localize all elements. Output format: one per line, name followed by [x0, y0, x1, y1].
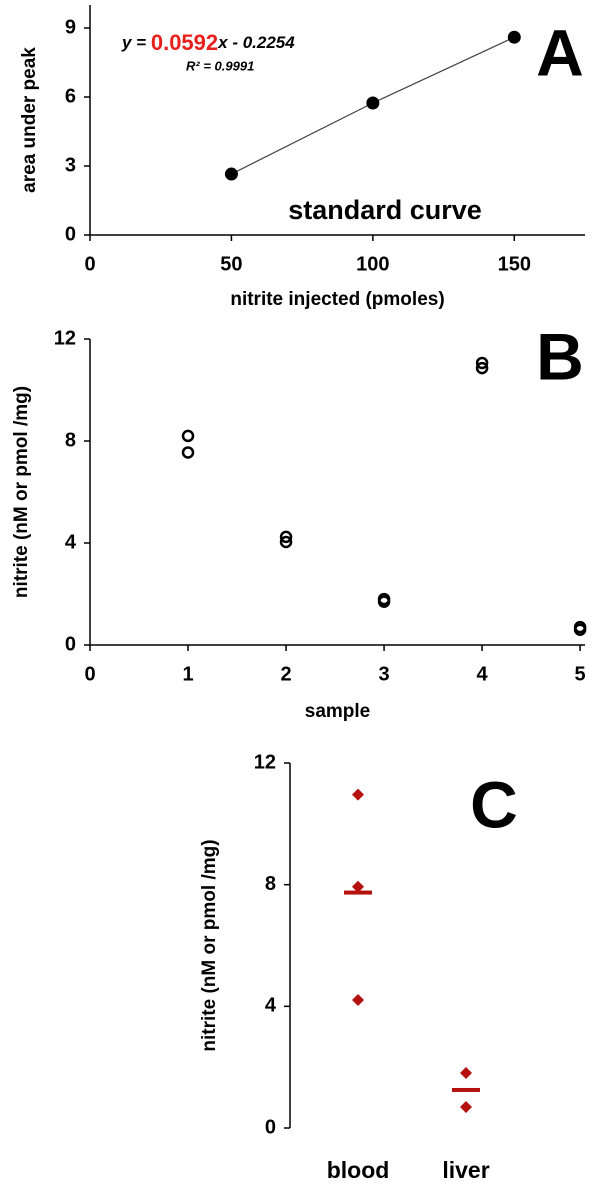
y-axis-title: nitrite (nM or pmol /mg)	[199, 839, 220, 1051]
y-tick-label: 4	[65, 531, 77, 553]
y-axis-title: area under peak	[19, 47, 40, 193]
mean-bar	[452, 1087, 480, 1092]
point	[507, 30, 521, 44]
point	[475, 356, 489, 370]
point	[475, 361, 489, 375]
y-tick-label: 0	[265, 1116, 276, 1138]
point	[224, 167, 238, 181]
y-tick-label: 6	[65, 85, 76, 107]
point	[279, 530, 293, 544]
x-tick-label: 1	[182, 663, 193, 685]
panel-label: A	[536, 15, 584, 89]
x-tick-label: 100	[356, 253, 389, 275]
annotation: standard curve	[288, 195, 482, 225]
point	[279, 535, 293, 549]
x-tick-label: liver	[442, 1157, 489, 1183]
point	[352, 993, 364, 1006]
panel-label: B	[536, 319, 584, 393]
panel-label: C	[470, 767, 518, 841]
x-tick-label: 4	[477, 663, 489, 685]
y-tick-label: 0	[65, 223, 76, 245]
x-tick-label: 0	[84, 253, 95, 275]
equation-prefix: y =	[121, 33, 151, 52]
equation: y = 0.0592x - 0.2254	[121, 30, 295, 55]
y-tick-label: 4	[265, 995, 277, 1017]
x-tick-label: 0	[84, 663, 95, 685]
equation-slope: 0.0592	[151, 30, 218, 55]
y-tick-label: 3	[65, 154, 76, 176]
y-tick-label: 12	[254, 751, 276, 773]
mean-bar	[344, 890, 372, 895]
point	[377, 595, 391, 608]
x-tick-label: 150	[498, 253, 531, 275]
y-tick-label: 8	[65, 429, 76, 451]
point	[460, 1066, 472, 1079]
x-tick-label: 5	[575, 663, 586, 685]
y-tick-label: 8	[265, 873, 276, 895]
point	[366, 96, 380, 110]
equation-suffix: x - 0.2254	[217, 33, 295, 52]
y-tick-label: 0	[65, 633, 76, 655]
y-tick-label: 12	[54, 327, 76, 349]
point	[352, 788, 364, 801]
x-tick-label: 3	[378, 663, 389, 685]
point	[352, 880, 364, 893]
point	[181, 446, 195, 459]
r-squared: R² = 0.9991	[186, 58, 254, 73]
y-tick-label: 9	[65, 16, 76, 38]
point	[573, 623, 587, 636]
x-tick-label: blood	[327, 1157, 390, 1183]
x-axis-title: nitrite injected (pmoles)	[230, 289, 444, 310]
point	[181, 429, 195, 443]
y-axis-title: nitrite (nM or pmol /mg)	[11, 386, 32, 598]
x-axis-title: sample	[305, 701, 370, 722]
x-tick-label: 2	[280, 663, 291, 685]
x-tick-label: 50	[220, 253, 242, 275]
point	[460, 1101, 472, 1114]
